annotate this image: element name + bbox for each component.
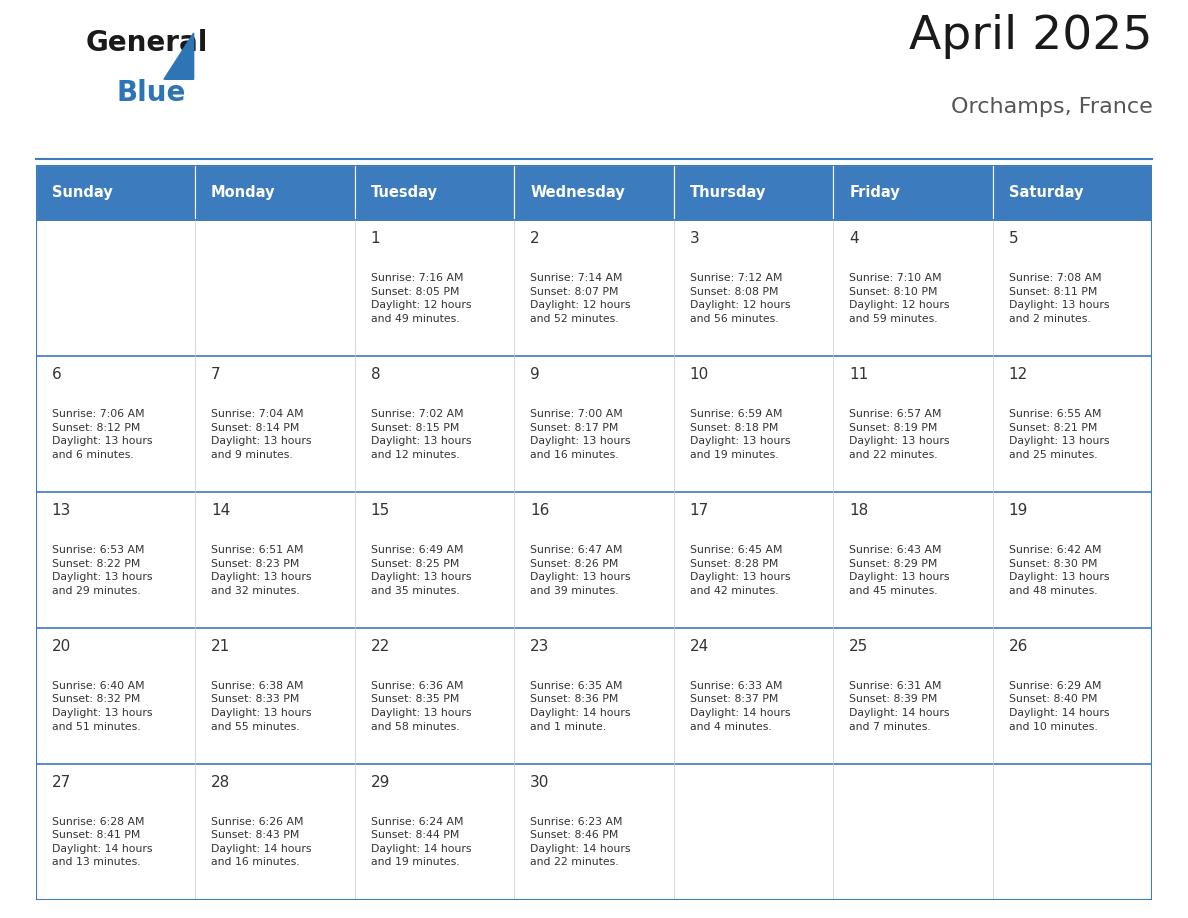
Text: 6: 6 [51, 367, 62, 382]
Text: 15: 15 [371, 503, 390, 518]
Text: 8: 8 [371, 367, 380, 382]
Text: 7: 7 [211, 367, 221, 382]
Text: 21: 21 [211, 639, 230, 654]
Bar [36, 165, 195, 220]
Text: 11: 11 [849, 367, 868, 382]
Text: 12: 12 [1009, 367, 1028, 382]
Text: Friday: Friday [849, 185, 901, 200]
Text: Sunrise: 7:14 AM
Sunset: 8:07 PM
Daylight: 12 hours
and 52 minutes.: Sunrise: 7:14 AM Sunset: 8:07 PM Dayligh… [530, 274, 631, 324]
Text: 30: 30 [530, 775, 550, 789]
Text: Sunrise: 6:51 AM
Sunset: 8:23 PM
Daylight: 13 hours
and 32 minutes.: Sunrise: 6:51 AM Sunset: 8:23 PM Dayligh… [211, 545, 311, 596]
Text: 3: 3 [690, 231, 700, 246]
Bar [993, 165, 1152, 220]
Text: 25: 25 [849, 639, 868, 654]
Text: 4: 4 [849, 231, 859, 246]
Bar [36, 356, 1152, 492]
Text: 27: 27 [51, 775, 71, 789]
Text: Sunrise: 6:23 AM
Sunset: 8:46 PM
Daylight: 14 hours
and 22 minutes.: Sunrise: 6:23 AM Sunset: 8:46 PM Dayligh… [530, 817, 631, 868]
Text: 20: 20 [51, 639, 71, 654]
Bar [674, 165, 833, 220]
Text: 13: 13 [51, 503, 71, 518]
Text: Sunrise: 6:57 AM
Sunset: 8:19 PM
Daylight: 13 hours
and 22 minutes.: Sunrise: 6:57 AM Sunset: 8:19 PM Dayligh… [849, 409, 949, 460]
Text: Sunrise: 6:43 AM
Sunset: 8:29 PM
Daylight: 13 hours
and 45 minutes.: Sunrise: 6:43 AM Sunset: 8:29 PM Dayligh… [849, 545, 949, 596]
Text: 5: 5 [1009, 231, 1018, 246]
Text: Sunrise: 7:10 AM
Sunset: 8:10 PM
Daylight: 12 hours
and 59 minutes.: Sunrise: 7:10 AM Sunset: 8:10 PM Dayligh… [849, 274, 949, 324]
Bar [355, 165, 514, 220]
Text: Orchamps, France: Orchamps, France [950, 97, 1152, 118]
Text: 28: 28 [211, 775, 230, 789]
Text: Sunrise: 6:55 AM
Sunset: 8:21 PM
Daylight: 13 hours
and 25 minutes.: Sunrise: 6:55 AM Sunset: 8:21 PM Dayligh… [1009, 409, 1110, 460]
Text: 22: 22 [371, 639, 390, 654]
Text: 1: 1 [371, 231, 380, 246]
Text: Sunrise: 6:35 AM
Sunset: 8:36 PM
Daylight: 14 hours
and 1 minute.: Sunrise: 6:35 AM Sunset: 8:36 PM Dayligh… [530, 681, 631, 732]
Text: 9: 9 [530, 367, 539, 382]
Text: 23: 23 [530, 639, 550, 654]
Text: Sunrise: 6:31 AM
Sunset: 8:39 PM
Daylight: 14 hours
and 7 minutes.: Sunrise: 6:31 AM Sunset: 8:39 PM Dayligh… [849, 681, 949, 732]
Text: 24: 24 [690, 639, 709, 654]
Text: 16: 16 [530, 503, 550, 518]
Text: Sunrise: 7:02 AM
Sunset: 8:15 PM
Daylight: 13 hours
and 12 minutes.: Sunrise: 7:02 AM Sunset: 8:15 PM Dayligh… [371, 409, 472, 460]
Text: Sunrise: 6:53 AM
Sunset: 8:22 PM
Daylight: 13 hours
and 29 minutes.: Sunrise: 6:53 AM Sunset: 8:22 PM Dayligh… [51, 545, 152, 596]
Text: 19: 19 [1009, 503, 1028, 518]
Text: April 2025: April 2025 [909, 14, 1152, 59]
Bar [514, 165, 674, 220]
Text: 29: 29 [371, 775, 390, 789]
Text: Sunrise: 6:45 AM
Sunset: 8:28 PM
Daylight: 13 hours
and 42 minutes.: Sunrise: 6:45 AM Sunset: 8:28 PM Dayligh… [690, 545, 790, 596]
Text: Sunrise: 6:59 AM
Sunset: 8:18 PM
Daylight: 13 hours
and 19 minutes.: Sunrise: 6:59 AM Sunset: 8:18 PM Dayligh… [690, 409, 790, 460]
Text: Sunrise: 6:38 AM
Sunset: 8:33 PM
Daylight: 13 hours
and 55 minutes.: Sunrise: 6:38 AM Sunset: 8:33 PM Dayligh… [211, 681, 311, 732]
Text: Sunrise: 6:42 AM
Sunset: 8:30 PM
Daylight: 13 hours
and 48 minutes.: Sunrise: 6:42 AM Sunset: 8:30 PM Dayligh… [1009, 545, 1110, 596]
Text: Wednesday: Wednesday [530, 185, 625, 200]
Text: Sunrise: 6:29 AM
Sunset: 8:40 PM
Daylight: 14 hours
and 10 minutes.: Sunrise: 6:29 AM Sunset: 8:40 PM Dayligh… [1009, 681, 1110, 732]
Text: Sunrise: 7:06 AM
Sunset: 8:12 PM
Daylight: 13 hours
and 6 minutes.: Sunrise: 7:06 AM Sunset: 8:12 PM Dayligh… [51, 409, 152, 460]
Text: Sunrise: 7:12 AM
Sunset: 8:08 PM
Daylight: 12 hours
and 56 minutes.: Sunrise: 7:12 AM Sunset: 8:08 PM Dayligh… [690, 274, 790, 324]
Bar [36, 764, 1152, 900]
Text: Sunrise: 6:28 AM
Sunset: 8:41 PM
Daylight: 14 hours
and 13 minutes.: Sunrise: 6:28 AM Sunset: 8:41 PM Dayligh… [51, 817, 152, 868]
Text: Sunrise: 6:33 AM
Sunset: 8:37 PM
Daylight: 14 hours
and 4 minutes.: Sunrise: 6:33 AM Sunset: 8:37 PM Dayligh… [690, 681, 790, 732]
Bar [36, 220, 1152, 356]
Bar [36, 492, 1152, 628]
Text: General: General [86, 29, 208, 57]
Text: 17: 17 [690, 503, 709, 518]
Polygon shape [164, 33, 194, 79]
Text: 18: 18 [849, 503, 868, 518]
Text: Saturday: Saturday [1009, 185, 1083, 200]
Text: Tuesday: Tuesday [371, 185, 437, 200]
Text: Sunrise: 7:04 AM
Sunset: 8:14 PM
Daylight: 13 hours
and 9 minutes.: Sunrise: 7:04 AM Sunset: 8:14 PM Dayligh… [211, 409, 311, 460]
Text: Sunrise: 6:26 AM
Sunset: 8:43 PM
Daylight: 14 hours
and 16 minutes.: Sunrise: 6:26 AM Sunset: 8:43 PM Dayligh… [211, 817, 311, 868]
Text: Sunrise: 6:49 AM
Sunset: 8:25 PM
Daylight: 13 hours
and 35 minutes.: Sunrise: 6:49 AM Sunset: 8:25 PM Dayligh… [371, 545, 472, 596]
Text: Monday: Monday [211, 185, 276, 200]
Text: Sunrise: 6:47 AM
Sunset: 8:26 PM
Daylight: 13 hours
and 39 minutes.: Sunrise: 6:47 AM Sunset: 8:26 PM Dayligh… [530, 545, 631, 596]
Text: Sunrise: 6:36 AM
Sunset: 8:35 PM
Daylight: 13 hours
and 58 minutes.: Sunrise: 6:36 AM Sunset: 8:35 PM Dayligh… [371, 681, 472, 732]
Text: Sunrise: 7:00 AM
Sunset: 8:17 PM
Daylight: 13 hours
and 16 minutes.: Sunrise: 7:00 AM Sunset: 8:17 PM Dayligh… [530, 409, 631, 460]
Text: 10: 10 [690, 367, 709, 382]
Text: Sunrise: 6:24 AM
Sunset: 8:44 PM
Daylight: 14 hours
and 19 minutes.: Sunrise: 6:24 AM Sunset: 8:44 PM Dayligh… [371, 817, 472, 868]
Bar [195, 165, 355, 220]
Text: Sunday: Sunday [51, 185, 113, 200]
Text: Sunrise: 6:40 AM
Sunset: 8:32 PM
Daylight: 13 hours
and 51 minutes.: Sunrise: 6:40 AM Sunset: 8:32 PM Dayligh… [51, 681, 152, 732]
Text: 14: 14 [211, 503, 230, 518]
Text: 2: 2 [530, 231, 539, 246]
Bar [833, 165, 993, 220]
Bar [36, 628, 1152, 764]
Text: Sunrise: 7:08 AM
Sunset: 8:11 PM
Daylight: 13 hours
and 2 minutes.: Sunrise: 7:08 AM Sunset: 8:11 PM Dayligh… [1009, 274, 1110, 324]
Text: Blue: Blue [116, 79, 185, 106]
Text: Thursday: Thursday [690, 185, 766, 200]
Text: Sunrise: 7:16 AM
Sunset: 8:05 PM
Daylight: 12 hours
and 49 minutes.: Sunrise: 7:16 AM Sunset: 8:05 PM Dayligh… [371, 274, 472, 324]
Text: 26: 26 [1009, 639, 1028, 654]
